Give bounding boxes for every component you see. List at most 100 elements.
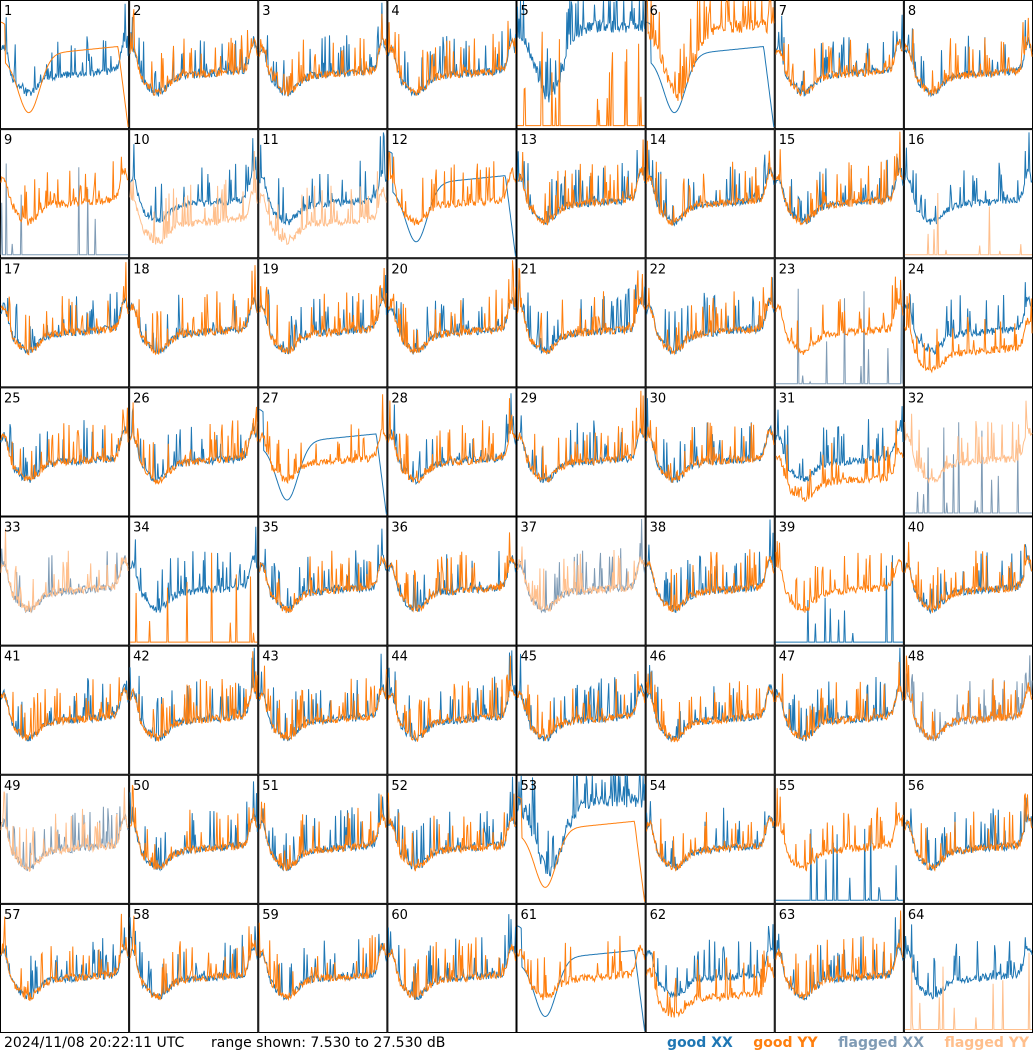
panel-frame [258, 903, 388, 1033]
panel-frame [516, 258, 646, 388]
series-yy-35 [258, 550, 387, 614]
panel-frame [0, 129, 130, 259]
panel-label: 37 [521, 521, 538, 536]
panel-label: 35 [262, 521, 279, 536]
series-xx-32 [904, 422, 1032, 514]
panel-59: 59 [258, 903, 388, 1033]
series-yy-32 [904, 400, 1033, 484]
panel-label: 46 [650, 650, 667, 665]
panel-30: 30 [645, 387, 775, 517]
series-yy-57 [0, 913, 129, 1002]
panel-frame [387, 903, 517, 1033]
panel-label: 56 [908, 779, 925, 794]
series-xx-4 [387, 28, 516, 97]
panel-frame [0, 774, 130, 904]
panel-frame [516, 516, 646, 646]
panel-label: 60 [391, 908, 408, 923]
panel-frame [258, 774, 388, 904]
series-yy-12 [387, 151, 516, 226]
panel-label: 26 [133, 391, 150, 406]
series-yy-60 [387, 937, 516, 1000]
panel-26: 26 [129, 387, 259, 517]
series-xx-21 [517, 278, 646, 355]
panel-label: 62 [650, 908, 667, 923]
series-yy-22 [646, 276, 775, 356]
panel-label: 51 [262, 779, 279, 794]
panel-48: 48 [903, 645, 1033, 775]
panel-label: 8 [908, 4, 916, 19]
panel-frame [774, 903, 904, 1033]
series-yy-21 [517, 267, 646, 356]
panel-label: 29 [521, 391, 538, 406]
series-yy-34 [130, 552, 258, 643]
panel-label: 28 [391, 391, 408, 406]
panel-frame [0, 387, 130, 517]
panel-frame [387, 516, 517, 646]
panel-40: 40 [903, 516, 1033, 646]
panel-label: 53 [521, 779, 538, 794]
series-xx-51 [258, 793, 387, 872]
panel-frame [774, 0, 904, 130]
panel-frame [516, 903, 646, 1033]
series-xx-53 [517, 775, 646, 877]
panel-frame [645, 645, 775, 775]
panel-55: 55 [774, 774, 904, 904]
series-xx-1 [0, 3, 129, 97]
series-yy-44 [387, 655, 516, 742]
panel-21: 21 [516, 258, 646, 388]
series-yy-46 [646, 671, 775, 743]
panel-20: 20 [387, 258, 517, 388]
panel-14: 14 [645, 129, 775, 259]
series-yy-17 [0, 262, 129, 356]
panel-label: 59 [262, 908, 279, 923]
panel-35: 35 [258, 516, 388, 646]
panel-2: 2 [129, 0, 259, 130]
panel-label: 9 [4, 133, 12, 148]
series-xx-60 [387, 914, 516, 1000]
panel-label: 54 [650, 779, 667, 794]
panel-label: 18 [133, 262, 150, 277]
panel-label: 16 [908, 133, 925, 148]
panel-label: 55 [779, 779, 796, 794]
legend-good-yy: good YY [753, 1035, 818, 1051]
panel-43: 43 [258, 645, 388, 775]
series-yy-50 [129, 784, 258, 870]
panel-frame [516, 645, 646, 775]
panel-label: 14 [650, 133, 667, 148]
panel-label: 64 [908, 908, 925, 923]
series-xx-12 [388, 150, 516, 257]
panel-label: 43 [262, 650, 279, 665]
panel-label: 1 [4, 4, 12, 19]
panel-label: 44 [391, 650, 408, 665]
series-yy-1 [0, 21, 129, 127]
series-yy-52 [387, 792, 516, 872]
panel-frame [645, 516, 775, 646]
panel-50: 50 [129, 774, 259, 904]
series-yy-64 [904, 952, 1032, 1030]
panel-frame [645, 0, 775, 130]
panel-22: 22 [645, 258, 775, 388]
panel-frame [774, 516, 904, 646]
panel-frame [516, 774, 646, 904]
panel-64: 64 [903, 903, 1033, 1033]
series-xx-58 [129, 917, 258, 1000]
panel-frame [645, 903, 775, 1033]
panel-label: 32 [908, 391, 925, 406]
panel-6: 6 [645, 0, 775, 130]
series-yy-28 [387, 398, 516, 484]
series-xx-6 [646, 21, 775, 127]
panel-label: 63 [779, 908, 796, 923]
panel-8: 8 [903, 0, 1033, 130]
panel-15: 15 [774, 129, 904, 259]
panel-60: 60 [387, 903, 517, 1033]
panel-label: 58 [133, 908, 150, 923]
panel-label: 40 [908, 521, 925, 536]
panel-10: 10 [129, 129, 259, 259]
panel-62: 62 [645, 903, 775, 1033]
series-yy-53 [517, 796, 646, 902]
series-yy-6 [646, 0, 775, 101]
series-yy-18 [129, 265, 258, 356]
series-xx-8 [904, 19, 1033, 98]
panel-label: 49 [4, 779, 21, 794]
panel-frame [258, 258, 388, 388]
